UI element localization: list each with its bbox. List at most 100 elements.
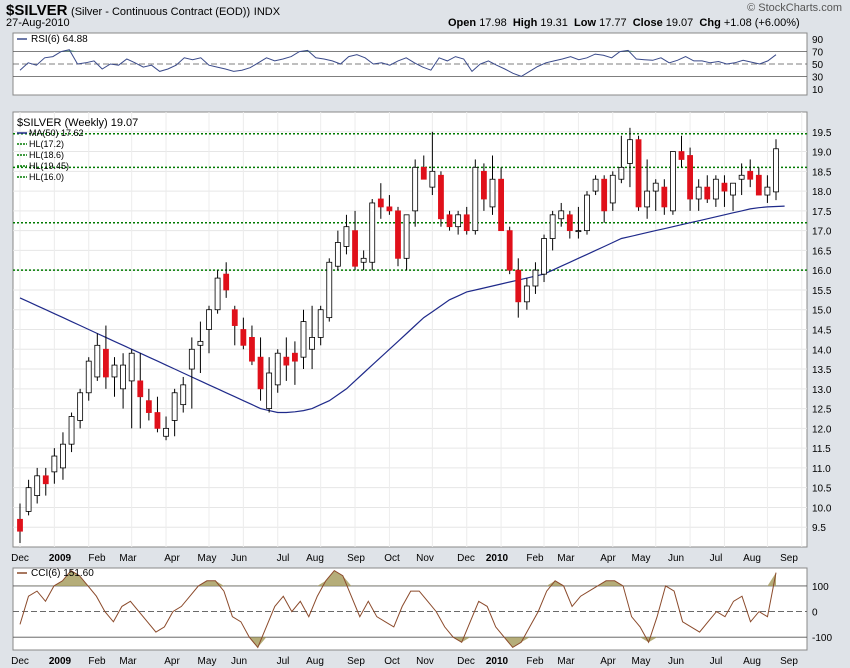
price-tick-label: 17.0 bbox=[812, 227, 832, 238]
candlestick bbox=[609, 171, 616, 211]
candle-body bbox=[120, 364, 126, 390]
candlestick bbox=[274, 349, 281, 393]
candlestick bbox=[489, 155, 496, 215]
cci-x-tick-label: Aug bbox=[306, 656, 324, 667]
candlestick bbox=[128, 349, 135, 429]
price-x-tick-label: Sep bbox=[347, 553, 365, 564]
candle-body bbox=[343, 226, 350, 247]
candlestick bbox=[283, 337, 290, 381]
candle-body bbox=[300, 321, 307, 358]
price-x-tick-label: Oct bbox=[384, 553, 400, 564]
cci-x-tick-label: Aug bbox=[743, 656, 761, 667]
candlestick bbox=[420, 155, 427, 180]
candlestick bbox=[721, 175, 728, 207]
candlestick bbox=[309, 305, 315, 370]
open-label: Open bbox=[448, 17, 477, 29]
candle-body bbox=[309, 337, 315, 350]
candle-body bbox=[584, 194, 590, 232]
price-tick-label: 13.0 bbox=[812, 385, 832, 396]
candle-body bbox=[506, 230, 513, 271]
candle-body bbox=[240, 329, 247, 346]
candlestick bbox=[77, 388, 84, 429]
candlestick bbox=[670, 151, 676, 215]
candle-body bbox=[558, 210, 565, 220]
candlestick bbox=[541, 234, 547, 283]
candlestick bbox=[704, 175, 711, 203]
rsi-legend-label: RSI(6) 64.88 bbox=[31, 34, 88, 45]
candlestick bbox=[85, 357, 92, 401]
candle-body bbox=[111, 364, 118, 378]
candlestick bbox=[68, 412, 75, 453]
candlestick bbox=[360, 250, 367, 271]
price-x-tick-label: Mar bbox=[119, 553, 137, 564]
candlestick bbox=[103, 325, 109, 389]
candle-body bbox=[498, 178, 504, 232]
chg-label: Chg bbox=[699, 17, 721, 29]
rsi-legend: RSI(6) 64.88 bbox=[17, 34, 88, 45]
candle-body bbox=[180, 384, 187, 406]
price-tick-label: 15.0 bbox=[812, 306, 832, 317]
price-legend-title: $SILVER (Weekly) 19.07 bbox=[17, 117, 138, 129]
candlestick bbox=[455, 210, 462, 235]
price-tick-label: 15.5 bbox=[812, 286, 832, 297]
candle-body bbox=[652, 182, 659, 192]
candle-body bbox=[403, 214, 410, 259]
price-tick-label: 12.5 bbox=[812, 405, 832, 416]
candle-body bbox=[377, 198, 384, 208]
price-tick-label: 17.5 bbox=[812, 207, 832, 218]
price-x-tick-label: Apr bbox=[164, 553, 180, 564]
candlestick bbox=[498, 167, 504, 232]
cci-tick-label: 100 bbox=[812, 582, 829, 593]
candle-body bbox=[25, 487, 32, 512]
candlestick bbox=[566, 210, 573, 239]
candlestick bbox=[515, 258, 522, 318]
candlestick bbox=[214, 270, 221, 314]
legend-label: HL(16.0) bbox=[29, 172, 64, 182]
candle-body bbox=[773, 148, 779, 193]
candlestick bbox=[601, 175, 608, 223]
price-x-tick-label: Feb bbox=[526, 553, 544, 564]
candlestick bbox=[188, 337, 195, 409]
candlestick bbox=[395, 206, 401, 267]
candle-body bbox=[266, 372, 273, 409]
candlestick bbox=[549, 210, 556, 251]
cci-x-tick-label: Jul bbox=[710, 656, 723, 667]
price-tick-label: 16.5 bbox=[812, 246, 832, 257]
candle-body bbox=[523, 285, 530, 303]
candle-body bbox=[738, 174, 745, 180]
candle-body bbox=[128, 352, 135, 382]
candle-body bbox=[721, 182, 728, 192]
candle-body bbox=[704, 186, 711, 200]
brand-watermark: © StockCharts.com bbox=[747, 2, 842, 14]
candle-body bbox=[171, 392, 178, 421]
price-x-tick-label: Nov bbox=[416, 553, 434, 564]
symbol-description: (Silver - Continuous Contract (EOD)) bbox=[71, 6, 251, 18]
exchange-label: INDX bbox=[253, 6, 281, 18]
low-label: Low bbox=[574, 17, 597, 29]
candlestick bbox=[755, 167, 762, 196]
cci-line bbox=[19, 569, 777, 649]
candle-body bbox=[231, 309, 238, 326]
close-value: 19.07 bbox=[665, 17, 694, 29]
rsi-tick-label: 50 bbox=[812, 60, 824, 71]
low-value: 17.77 bbox=[599, 17, 627, 29]
candle-body bbox=[386, 206, 393, 212]
candlestick bbox=[51, 448, 58, 484]
candle-body bbox=[326, 261, 333, 319]
candlestick bbox=[240, 317, 247, 350]
candlestick bbox=[523, 278, 530, 310]
cci-x-tick-label: Dec bbox=[11, 656, 29, 667]
candlestick bbox=[352, 210, 358, 271]
candle-body bbox=[695, 186, 702, 200]
candlestick bbox=[661, 179, 668, 215]
open-value: 17.98 bbox=[479, 17, 507, 29]
close-label: Close bbox=[632, 17, 663, 29]
candlestick bbox=[180, 376, 187, 413]
price-tick-label: 10.5 bbox=[812, 484, 832, 495]
candlestick bbox=[695, 179, 702, 211]
candlestick bbox=[300, 309, 307, 370]
price-x-tick-label: Aug bbox=[306, 553, 324, 564]
candlestick bbox=[712, 175, 719, 207]
